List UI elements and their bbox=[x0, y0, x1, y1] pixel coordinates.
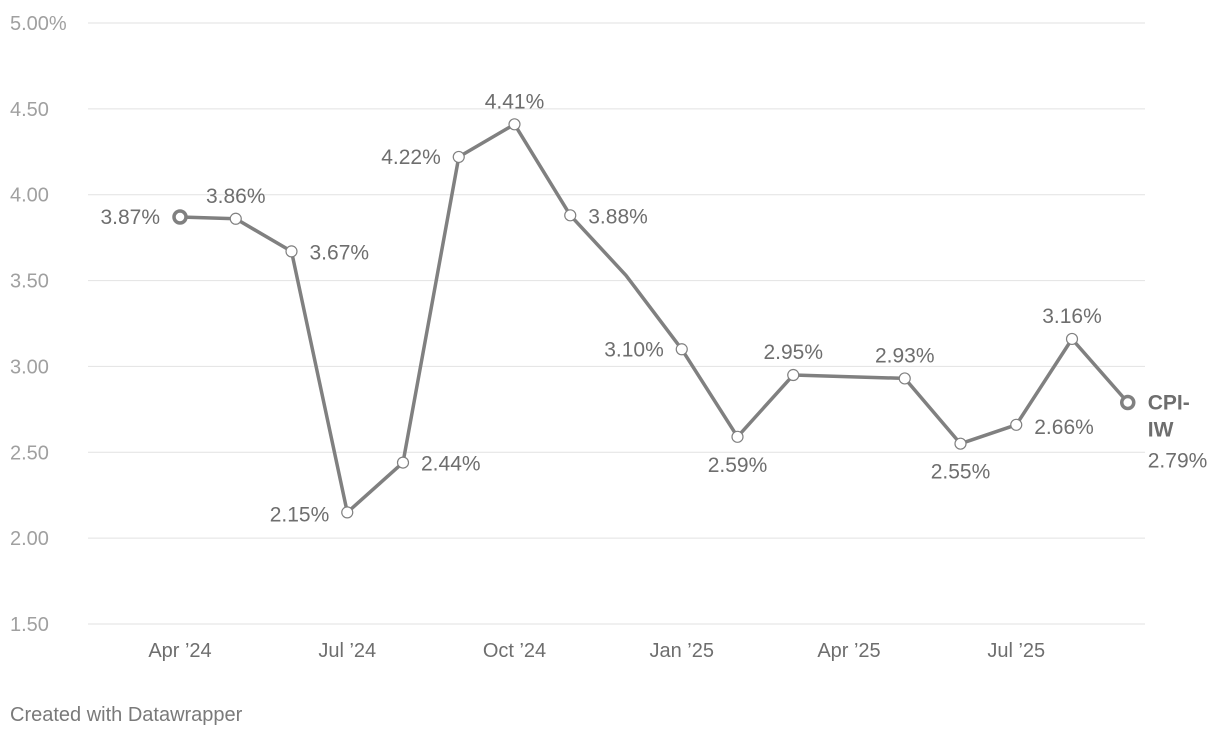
data-point bbox=[564, 209, 577, 222]
x-tick-label: Jul ’25 bbox=[987, 640, 1045, 662]
x-tick-label: Jul ’24 bbox=[318, 640, 376, 662]
y-tick-label: 1.50 bbox=[10, 614, 49, 636]
data-label: 2.44% bbox=[421, 453, 481, 476]
data-label: 3.88% bbox=[588, 205, 648, 228]
data-label: 2.59% bbox=[708, 454, 768, 477]
data-label: 2.93% bbox=[875, 344, 935, 367]
data-point bbox=[1065, 332, 1079, 346]
x-axis-ticks: Apr ’24 Jul ’24 Oct ’24 Jan ’25 Apr ’25 Jul ’… bbox=[148, 640, 1045, 662]
data-point bbox=[285, 245, 298, 258]
data-point bbox=[341, 506, 354, 519]
y-axis-ticks: 5.00% 4.50 4.00 3.50 3.00 2.50 2.00 1.50 bbox=[10, 13, 67, 636]
x-tick-label: Oct ’24 bbox=[483, 640, 546, 662]
data-label: 2.55% bbox=[931, 461, 991, 484]
data-point bbox=[172, 209, 188, 225]
y-tick-label: 5.00% bbox=[10, 13, 67, 35]
data-label: 4.41% bbox=[485, 90, 545, 113]
y-tick-label: 4.00 bbox=[10, 185, 49, 207]
y-tick-label: 3.50 bbox=[10, 271, 49, 293]
data-label: 3.87% bbox=[100, 206, 160, 229]
data-point bbox=[731, 430, 744, 443]
data-point bbox=[229, 212, 242, 225]
data-point bbox=[954, 437, 967, 450]
series-line-cpi-iw bbox=[178, 122, 1130, 515]
data-label: 3.10% bbox=[604, 338, 664, 361]
data-label: 2.66% bbox=[1034, 416, 1094, 439]
data-point bbox=[1010, 418, 1023, 431]
data-label: 2.15% bbox=[270, 503, 330, 526]
data-point bbox=[675, 343, 688, 356]
x-tick-label: Apr ’25 bbox=[817, 640, 880, 662]
data-label: 2.95% bbox=[763, 341, 823, 364]
data-point bbox=[452, 150, 465, 164]
data-points bbox=[172, 118, 1136, 519]
footer-credit: Created with Datawrapper bbox=[10, 704, 243, 726]
series-end-label: CPI-IW bbox=[1148, 391, 1190, 441]
y-tick-label: 2.50 bbox=[10, 442, 49, 464]
data-labels: 3.87% 3.86% 3.67% 2.15% 2.44% 4.22% 4.41% 3.88%… bbox=[100, 90, 1207, 526]
data-point bbox=[1120, 394, 1136, 411]
line-chart: 5.00% 4.50 4.00 3.50 3.00 2.50 2.00 1.50 Apr ’2… bbox=[10, 13, 1207, 662]
y-tick-label: 4.50 bbox=[10, 99, 49, 121]
data-point bbox=[898, 372, 911, 385]
data-label: 4.22% bbox=[381, 146, 441, 169]
data-point bbox=[787, 368, 800, 382]
series-name-label: CPI-IW bbox=[1148, 391, 1190, 441]
data-label: 3.67% bbox=[310, 241, 370, 264]
y-tick-label: 3.00 bbox=[10, 356, 49, 378]
data-point bbox=[396, 456, 410, 469]
data-label: 2.79% bbox=[1148, 449, 1208, 472]
series-line bbox=[178, 122, 1130, 515]
data-label: 3.16% bbox=[1042, 305, 1102, 328]
y-tick-label: 2.00 bbox=[10, 528, 49, 550]
grid-lines bbox=[88, 22, 1145, 625]
data-point bbox=[508, 118, 521, 131]
x-tick-label: Jan ’25 bbox=[650, 640, 715, 662]
x-tick-label: Apr ’24 bbox=[148, 640, 211, 662]
data-label: 3.86% bbox=[206, 185, 266, 208]
